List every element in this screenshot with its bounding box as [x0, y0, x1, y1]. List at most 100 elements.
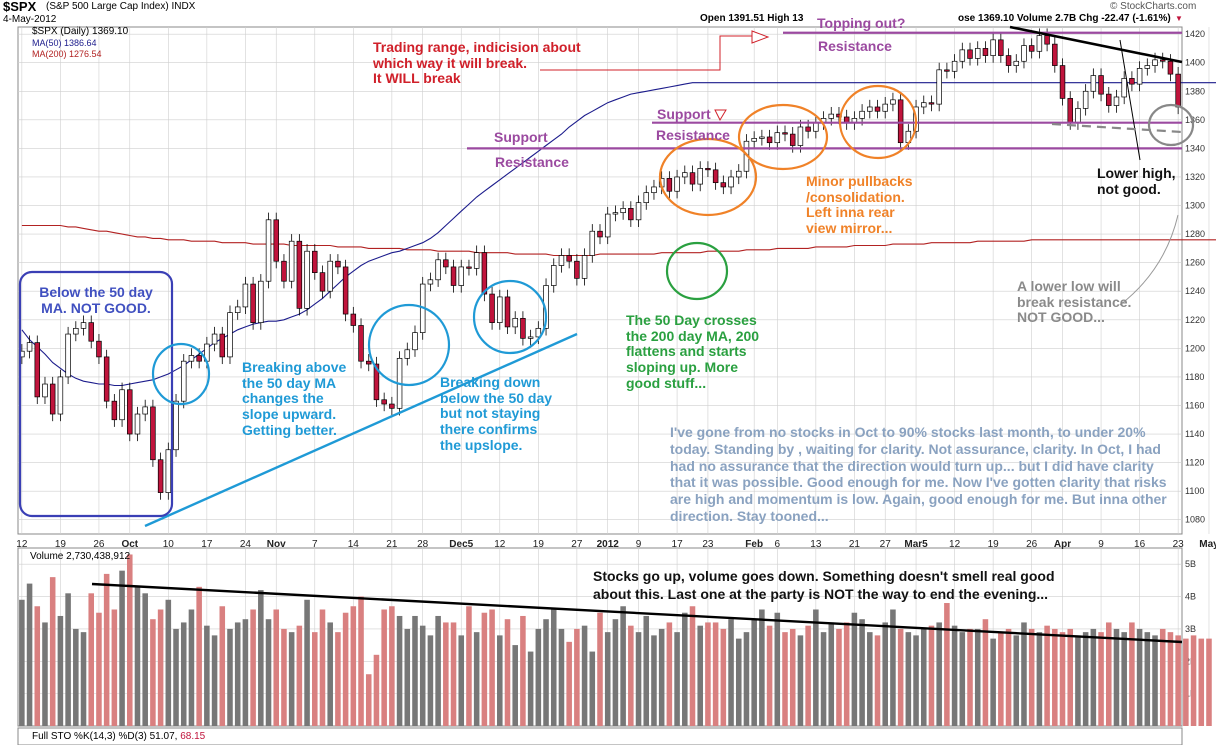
candle-body — [635, 202, 642, 221]
candle-body — [443, 259, 449, 268]
candle-body — [427, 279, 434, 285]
candle-body — [774, 132, 781, 144]
volume-bar — [265, 619, 272, 726]
candle-body — [520, 317, 526, 339]
volume-bar — [234, 622, 241, 726]
candle-body — [142, 406, 148, 415]
candle-body — [103, 356, 110, 402]
x-tick-label: 9 — [1098, 539, 1104, 550]
volume-bar — [73, 628, 79, 726]
candle-body — [805, 126, 811, 132]
volume-bar — [928, 625, 935, 726]
candle-body — [944, 69, 950, 72]
candle-body — [859, 110, 865, 119]
volume-bar — [836, 628, 842, 726]
uptrend-line — [144, 332, 578, 528]
volume-bar — [574, 628, 580, 726]
y-tick-label: 1180 — [1185, 372, 1204, 382]
x-tick-label: 12 — [494, 539, 506, 550]
candle-body — [527, 336, 534, 339]
candle-body — [589, 230, 596, 256]
down-arrow-icon: ▼ — [1175, 14, 1183, 23]
x-tick-label: Nov — [267, 539, 286, 550]
breaking-above-note: Breaking above the 50 day MA changes the… — [242, 359, 347, 438]
x-tick-label: May — [1199, 539, 1216, 550]
candle-body — [1113, 96, 1120, 106]
volume-bar — [697, 625, 703, 726]
candle-body — [1013, 60, 1020, 66]
volume-bar — [720, 628, 727, 726]
volume-bar — [512, 645, 518, 726]
volume-bar — [944, 603, 950, 726]
volume-bar — [682, 612, 688, 726]
volume-bar — [1044, 625, 1050, 726]
candle-body — [1036, 35, 1043, 52]
candle-body — [335, 260, 341, 268]
below-50-note: Below the 50 day MA. NOT GOOD. — [39, 284, 153, 316]
candle-body — [1075, 108, 1081, 124]
candle-body — [666, 178, 673, 192]
candle-body — [643, 192, 649, 204]
resistance-top-label: Resistance — [818, 38, 892, 54]
y-tick-label: 1320 — [1185, 172, 1205, 182]
candle-body — [111, 400, 118, 421]
y-tick-label: 1140 — [1185, 429, 1204, 439]
x-tick-label: 27 — [880, 539, 892, 550]
volume-bar — [1159, 628, 1166, 726]
volume-bar — [1121, 632, 1127, 726]
volume-bar — [1021, 622, 1027, 726]
x-tick-label: 23 — [702, 539, 714, 550]
volume-bar — [527, 651, 534, 726]
y-tick-label: 1400 — [1185, 58, 1205, 68]
below-50-box — [18, 270, 174, 518]
candle-body — [373, 363, 380, 401]
volume-bar — [196, 586, 202, 726]
resistance-mid-label: Resistance — [656, 127, 730, 143]
volume-tick-label: 5B — [1185, 559, 1196, 569]
volume-bar — [550, 609, 557, 726]
volume-bar — [396, 615, 403, 726]
volume-bar — [80, 632, 87, 726]
candle-body — [381, 399, 387, 405]
candle-body — [219, 333, 226, 358]
candle-body — [88, 322, 94, 342]
candle-body — [990, 39, 996, 56]
volume-bar — [782, 632, 788, 726]
volume-bar — [296, 625, 303, 726]
volume-bar — [820, 632, 827, 726]
candle-body — [882, 103, 888, 112]
volume-bar — [743, 632, 750, 726]
candle-body — [1159, 59, 1166, 62]
candle-body — [342, 266, 349, 315]
candle-body — [697, 168, 703, 185]
candle-body — [581, 255, 588, 279]
volume-bar — [666, 622, 673, 726]
volume-bar — [150, 619, 156, 726]
candle-body — [458, 266, 464, 286]
y-tick-label: 1260 — [1185, 258, 1205, 268]
candle-body — [736, 170, 742, 178]
volume-bar — [19, 599, 25, 726]
volume-bar — [126, 554, 133, 726]
candle-body — [512, 317, 518, 328]
volume-bar — [920, 628, 927, 726]
volume-bar — [751, 619, 757, 726]
candle-body — [1028, 45, 1035, 52]
candle-body — [258, 280, 264, 323]
volume-bar — [49, 577, 56, 726]
volume-trendline — [91, 582, 1183, 644]
volume-bar — [805, 625, 811, 726]
volume-bar — [427, 635, 434, 726]
volume-bar — [1067, 628, 1074, 726]
volume-bar — [628, 625, 634, 726]
volume-bar — [358, 596, 364, 726]
volume-bar — [335, 632, 341, 726]
candle-body — [497, 296, 503, 323]
y-tick-label: 1420 — [1185, 29, 1205, 39]
y-tick-label: 1300 — [1185, 201, 1205, 211]
volume-bar — [1198, 638, 1205, 726]
down-arrow-marker-icon — [714, 109, 727, 122]
volume-bar — [759, 609, 765, 726]
volume-bar — [974, 628, 981, 726]
